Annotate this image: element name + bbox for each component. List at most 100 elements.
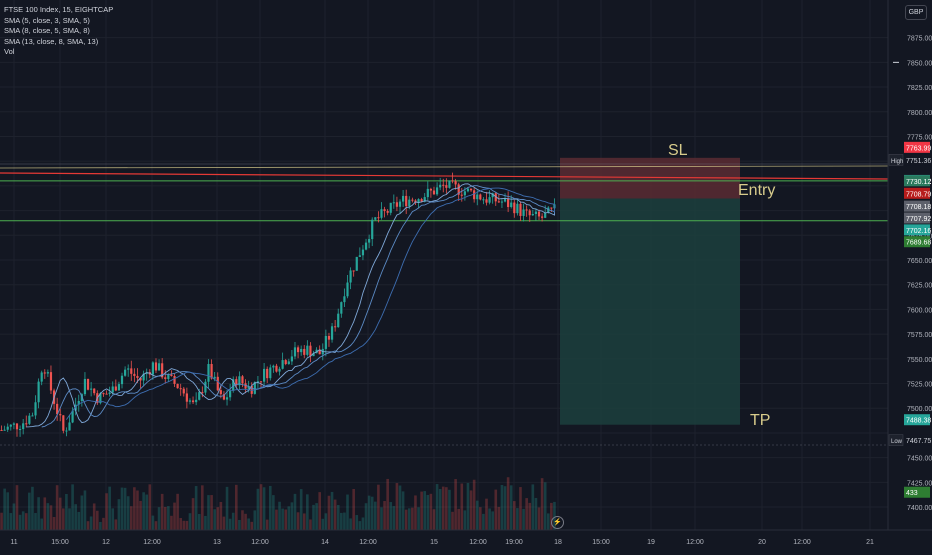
volume-bar [126,496,130,530]
volume-bar [537,507,541,530]
volume-bar [40,518,43,530]
candle-body [435,187,439,195]
candle-body [494,193,497,202]
legend-sma-13[interactable]: SMA (13, close, 8, SMA, 13) [4,36,99,46]
legend-sma-8[interactable]: SMA (8, close, 5, SMA, 8) [4,26,90,35]
trend-line-yellow [0,165,889,169]
candle-body [349,270,352,283]
candle-body [9,424,12,427]
volume-bar [191,498,195,530]
volume-bar [105,493,108,530]
volume-bar [370,496,374,530]
volume-bar [108,486,111,530]
time-tick-label: 15 [430,539,438,546]
volume-bar [55,485,59,530]
volume-bar [497,506,501,530]
volume-bar [333,499,337,530]
volume-bar [426,494,430,530]
candle-body [457,184,460,195]
volume-bar [540,478,544,530]
volume-bar [355,515,359,530]
candle-body [290,356,293,362]
candle-body [62,415,65,431]
volume-bar [411,507,414,530]
currency-button[interactable]: GBP [905,5,927,20]
volume-bar [262,487,266,530]
candle-body [491,193,494,198]
volume-bar [204,515,207,530]
lightning-icon[interactable]: ⚡ [551,516,564,529]
candle-body [510,202,513,208]
volume-bar [315,503,318,530]
volume-bar [256,488,260,530]
take-profit-zone [560,198,740,425]
volume-bar [163,506,167,530]
candle-body [93,388,96,394]
candle-body [120,375,124,385]
candle-body [324,335,327,349]
price-label-box [904,200,930,212]
price-label: 7708.79 [906,191,931,198]
price-tick-label: 7500.00 [907,406,932,413]
candle-body [201,392,204,394]
candle-body [383,209,386,212]
candle-body [238,376,241,386]
volume-bar [380,507,383,530]
volume-bar [120,487,124,530]
time-tick-label: 12:00 [793,539,811,546]
candle-body [179,388,182,390]
volume-bar [299,489,303,530]
volume-bar [506,477,510,530]
volume-bar [519,487,522,530]
volume-bar [188,513,192,530]
candle-body [405,195,408,207]
volume-bar [445,487,448,530]
high-marker-box [888,154,904,166]
legend-sma-5[interactable]: SMA (5, close, 3, SMA, 5) [4,15,90,25]
legend-volume[interactable]: Vol [4,47,15,56]
candle-body [15,423,19,430]
volume-bar [513,501,516,530]
volume-bar [83,490,87,530]
volume-bar [460,483,464,530]
volume-bar [284,509,288,530]
volume-bar [133,487,136,530]
time-tick-label: 15:00 [592,539,610,546]
volume-bar [222,516,226,530]
volume-bar [482,513,485,530]
candle-body [417,199,420,203]
volume-bar [324,513,328,530]
volume-bar [216,507,220,530]
volume-bar [457,508,460,530]
volume-bar [352,488,355,530]
volume-bar [151,515,155,530]
volume-bar [111,508,115,530]
candle-body [497,201,500,203]
time-tick-label: 19:00 [505,539,523,546]
legend-symbol[interactable]: FTSE 100 Index, 15, EIGHTCAP [4,5,114,14]
candle-body [105,393,108,395]
price-tick-label: 7800.00 [907,110,932,117]
candle-body [253,382,256,394]
volume-bar [525,498,528,530]
price-label: 7751.36 [906,158,931,165]
candle-body [507,198,510,208]
volume-bar [253,510,257,530]
candle-body [74,404,77,411]
entry-annotation: Entry [738,182,775,199]
volume-bar [392,506,396,530]
candle-body [232,379,235,391]
candle-body [46,372,49,374]
volume-bar [488,508,491,530]
price-label: 7488.38 [906,418,931,425]
volume-bar [6,492,10,530]
volume-bar [290,502,294,530]
candle-body [266,368,269,379]
time-tick-label: 12:00 [469,539,487,546]
candle-body [114,386,117,391]
candle-body [442,184,445,186]
candle-body [513,202,516,214]
volume-bar [395,483,399,530]
